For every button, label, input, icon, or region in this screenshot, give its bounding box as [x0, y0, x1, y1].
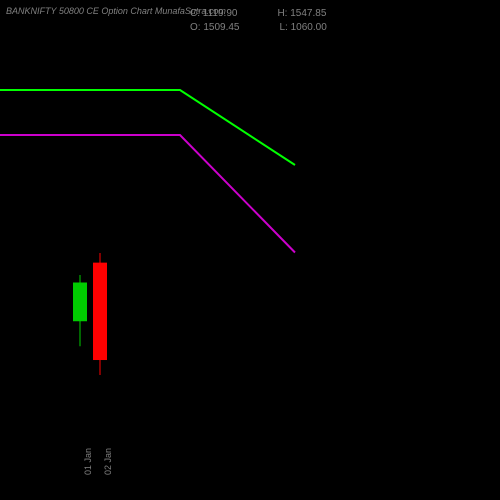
candle-body [93, 263, 107, 360]
chart-canvas [0, 0, 500, 500]
x-axis-label: 02 Jan [103, 448, 113, 475]
lower-line [0, 135, 295, 253]
x-axis-label: 01 Jan [83, 448, 93, 475]
candle-body [73, 283, 87, 322]
upper-line [0, 90, 295, 165]
